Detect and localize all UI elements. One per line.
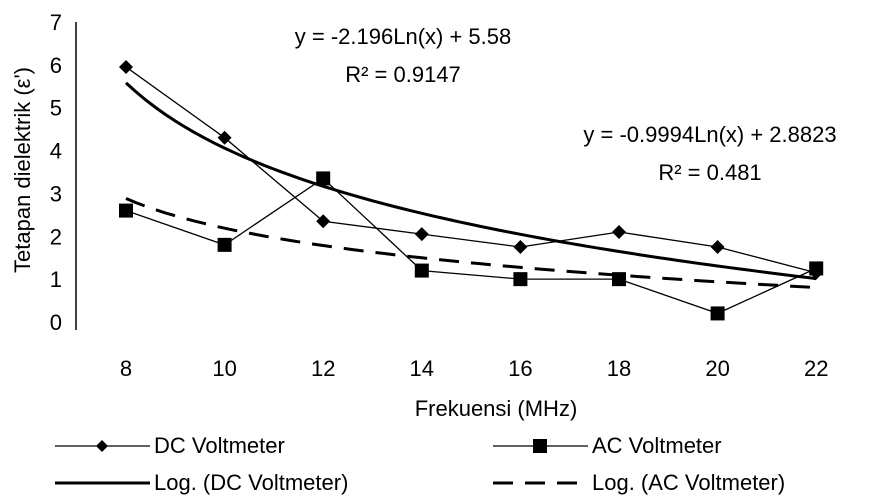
legend-dc-trend-label: Log. (DC Voltmeter) xyxy=(154,470,348,495)
x-tick-label: 10 xyxy=(212,356,236,381)
y-tick-label: 1 xyxy=(50,267,62,292)
legend-ac-marker xyxy=(533,439,547,453)
ac-log-trendline xyxy=(125,197,817,289)
ac-data-point xyxy=(809,261,824,276)
legend-ac-label: AC Voltmeter xyxy=(592,433,722,458)
dc-data-point xyxy=(414,227,429,242)
x-axis-label: Frekuensi (MHz) xyxy=(415,396,578,421)
y-axis-label: Tetapan dielektrik (ε') xyxy=(10,67,35,273)
ac-data-point xyxy=(710,306,725,321)
y-tick-label: 7 xyxy=(50,10,62,35)
dc-data-point xyxy=(612,225,626,239)
ac-data-point xyxy=(612,272,626,287)
y-tick-label: 6 xyxy=(50,53,62,78)
dc-data-point xyxy=(119,60,133,74)
y-tick-label: 4 xyxy=(50,139,62,164)
dc-data-point xyxy=(513,240,528,254)
dc-trend-equation: y = -2.196Ln(x) + 5.58 xyxy=(295,24,511,49)
ac-data-point xyxy=(217,237,232,252)
legend-dc-marker xyxy=(96,440,108,452)
y-tick-label: 5 xyxy=(50,96,62,121)
x-tick-label: 8 xyxy=(120,356,132,381)
y-tick-label: 2 xyxy=(50,224,62,249)
dc-data-point xyxy=(710,240,725,254)
dc-trend-r2: R² = 0.9147 xyxy=(345,62,461,87)
dc-data-point xyxy=(217,130,232,145)
ac-trend-equation: y = -0.9994Ln(x) + 2.8823 xyxy=(583,122,836,147)
ac-data-point xyxy=(513,272,528,287)
ac-data-point xyxy=(316,171,331,186)
x-tick-label: 22 xyxy=(804,356,828,381)
x-tick-label: 18 xyxy=(607,356,631,381)
ac-series-line xyxy=(125,177,817,315)
x-tick-label: 12 xyxy=(311,356,335,381)
dc-data-point xyxy=(316,214,331,229)
legend: DC Voltmeter Log. (DC Voltmeter) AC Volt… xyxy=(55,433,785,495)
y-tick-label: 0 xyxy=(50,310,62,335)
legend-dc-label: DC Voltmeter xyxy=(154,433,285,458)
legend-ac-trend-label: Log. (AC Voltmeter) xyxy=(592,470,785,495)
ac-data-point xyxy=(119,203,133,218)
y-tick-label: 3 xyxy=(50,181,62,206)
x-tick-label: 20 xyxy=(705,356,729,381)
x-tick-label: 16 xyxy=(508,356,532,381)
ac-trend-r2: R² = 0.481 xyxy=(658,160,761,185)
dc-series-line xyxy=(125,66,817,274)
x-tick-label: 14 xyxy=(410,356,434,381)
ac-data-point xyxy=(414,263,429,278)
dc-log-trendline xyxy=(124,81,817,281)
